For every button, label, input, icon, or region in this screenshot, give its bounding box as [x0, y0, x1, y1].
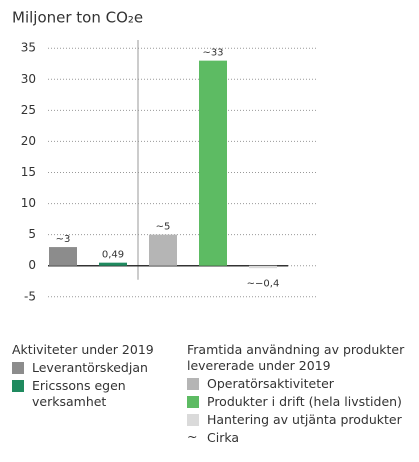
y-tick-label: 0 — [28, 258, 36, 272]
y-tick-label: 5 — [28, 227, 36, 241]
note-symbol: ~ — [187, 429, 198, 444]
chart: Miljoner ton CO₂e -5 0 5 10 15 20 25 30 35 ~3 0,49… — [12, 9, 318, 303]
bar — [99, 262, 127, 266]
legend-item: Ericssons egen verksamhet — [12, 378, 182, 410]
value-label: ~5 — [156, 222, 171, 233]
legend-group: Framtida användning av produkter leverer… — [187, 342, 419, 446]
legend-label: Leverantörskedjan — [32, 360, 148, 375]
y-tick-label: 35 — [21, 41, 36, 55]
value-label: ~3 — [56, 234, 71, 245]
chart-title: Miljoner ton CO₂e — [12, 9, 143, 27]
legend-title: Aktiviteter under 2019 — [12, 342, 154, 357]
value-label: ~33 — [202, 48, 223, 59]
legend-group: Aktiviteter under 2019 Leverantörskedjan E… — [12, 342, 182, 410]
legend-label: Operatörsaktiviteter — [207, 376, 334, 391]
legend-swatch — [12, 380, 24, 392]
value-label: ~−0,4 — [247, 279, 280, 290]
legend-swatch — [187, 396, 199, 408]
y-tick-label: 15 — [21, 165, 36, 179]
legend-item: Operatörsaktiviteter — [187, 376, 419, 392]
bar — [49, 247, 77, 266]
bar — [249, 265, 277, 269]
y-tick-label: 20 — [21, 134, 36, 148]
y-tick-label: 10 — [21, 196, 36, 210]
note-text: Cirka — [207, 430, 240, 445]
legend-label: Hantering av utjänta produkter — [207, 412, 402, 427]
legend-item: Produkter i drift (hela livstiden) — [187, 394, 419, 410]
y-tick-label: -5 — [24, 289, 36, 303]
legend-item: Hantering av utjänta produkter — [187, 412, 419, 428]
y-tick-label: 30 — [21, 72, 36, 86]
legend-item: Leverantörskedjan — [12, 360, 182, 376]
y-tick-label: 25 — [21, 103, 36, 117]
bar — [149, 234, 177, 266]
legend-label: Produkter i drift (hela livstiden) — [207, 394, 402, 409]
value-label: 0,49 — [102, 250, 124, 261]
legend-swatch — [187, 414, 199, 426]
legend-swatch — [187, 378, 199, 390]
note: ~ Cirka — [187, 429, 419, 446]
legend-title: Framtida användning av produkter leverer… — [187, 342, 405, 373]
legend-label: Ericssons egen verksamhet — [32, 378, 126, 409]
legend-swatch — [12, 362, 24, 374]
bar — [199, 60, 227, 266]
